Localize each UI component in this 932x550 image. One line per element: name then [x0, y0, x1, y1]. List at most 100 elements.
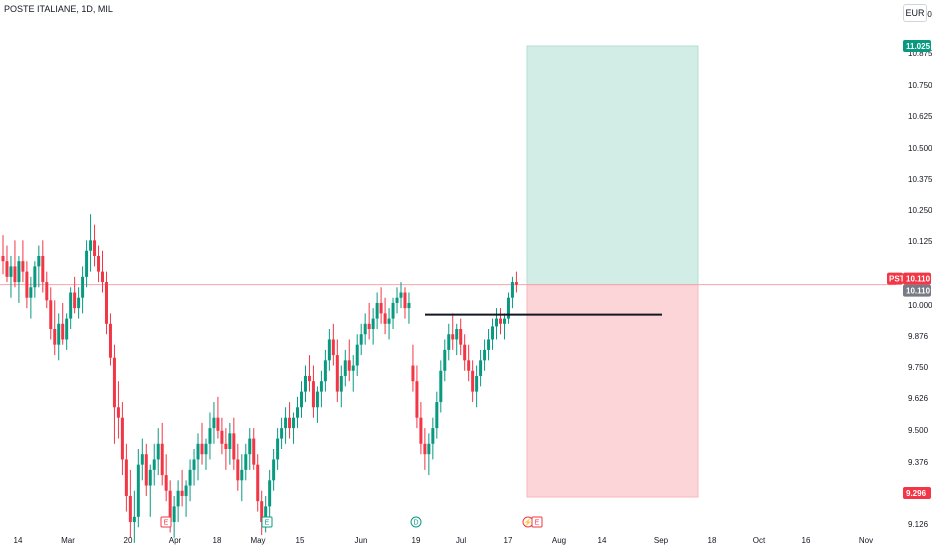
y-tick-label: 9.876 [908, 332, 929, 341]
candle-body [471, 370, 475, 392]
candle-body [116, 407, 120, 418]
candle-body [403, 292, 407, 309]
candle-body [57, 323, 61, 345]
last-price-tag-bg [903, 284, 931, 297]
candle-body [77, 297, 81, 309]
candle-body [268, 480, 272, 507]
candle-body [168, 490, 172, 523]
candle-body [101, 271, 104, 283]
candle-body [65, 318, 69, 340]
event-label: E [265, 520, 270, 527]
candle-body [383, 313, 387, 324]
candle-body [152, 459, 156, 470]
symbol-value-tag-bg [903, 272, 931, 285]
symbol-tag-bg [887, 272, 903, 285]
candle-body [264, 506, 268, 523]
candle-body [491, 326, 495, 340]
candle-body [85, 250, 89, 277]
candle-body [339, 375, 343, 392]
candle-body [188, 469, 192, 486]
candle-body [506, 297, 510, 319]
candle-body [160, 443, 164, 476]
y-tick-label: 9.500 [908, 426, 929, 435]
candle-body [375, 302, 379, 319]
x-tick-label: 19 [412, 536, 421, 545]
x-tick-label: Sep [654, 536, 669, 545]
candle-body [475, 375, 479, 392]
candle-body [367, 323, 371, 330]
candle-body [136, 464, 140, 517]
candle-body [331, 339, 335, 356]
dividend-icon [410, 516, 422, 528]
candle-body [192, 459, 196, 470]
price-axis[interactable]: 11.00010.87510.75010.62510.50010.37510.2… [908, 10, 932, 529]
symbol-value-tag: 10.110 [903, 272, 931, 285]
long-position-tool[interactable] [526, 45, 699, 498]
currency-button[interactable]: EUR [903, 4, 927, 22]
x-tick-label: Jul [456, 536, 466, 545]
candle-body [81, 276, 85, 298]
candle-body [502, 318, 506, 324]
candle-body [212, 417, 216, 429]
candle-body [97, 255, 101, 272]
candle-body [423, 443, 427, 455]
candle-body [49, 300, 53, 330]
candle-body [176, 490, 180, 507]
x-tick-label: May [250, 536, 265, 545]
y-tick-label: 10.500 [908, 144, 932, 153]
candle-body [89, 240, 93, 251]
candle-body [323, 360, 327, 382]
candle-body [180, 490, 184, 496]
candle-body [335, 355, 339, 392]
last-price-tag-text: 10.110 [906, 287, 931, 296]
candlestick-series [1, 214, 518, 543]
candle-body [407, 302, 411, 309]
symbol-tag-text: PST [889, 275, 905, 284]
candle-body [240, 469, 244, 481]
candle-body [315, 391, 319, 408]
candle-body [487, 339, 491, 350]
candle-body [387, 318, 391, 324]
candle-body [156, 443, 160, 460]
chart-title: POSTE ITALIANE, 1D, MIL [4, 4, 113, 14]
candle-body [236, 459, 240, 481]
candle-body [443, 349, 447, 371]
candle-body [292, 417, 296, 429]
candle-body [248, 438, 252, 455]
event-marker-earnings: E [261, 516, 273, 528]
candle-body [343, 360, 347, 376]
y-tick-label: 10.375 [908, 175, 932, 184]
y-tick-label: 10.875 [908, 49, 932, 58]
candle-body [220, 430, 224, 444]
candle-body [467, 360, 471, 371]
symbol-value-tag-text: 10.110 [906, 275, 931, 284]
candle-body [256, 464, 260, 502]
last-price-tag: 10.110 [903, 284, 931, 297]
candle-body [13, 266, 17, 283]
stop-price-tag-text: 9.296 [906, 489, 927, 498]
event-marker-dividend: D [410, 516, 422, 528]
candle-body [371, 318, 375, 330]
candle-body [455, 329, 459, 340]
x-tick-label: 14 [598, 536, 607, 545]
candle-body [463, 344, 467, 361]
candle-body [451, 334, 455, 340]
event-markers: E E D ⚡ E [160, 516, 543, 528]
y-tick-label: 9.126 [908, 520, 929, 529]
candle-body [252, 438, 256, 465]
profit-zone [526, 45, 699, 286]
candle-body [29, 287, 33, 298]
symbol-price-tag: PST [887, 272, 905, 285]
x-tick-label: Jun [355, 536, 368, 545]
time-axis[interactable]: 14 Mar 20 Apr 18 May 15 Jun 19 Jul 17 Aug 14 Sep 18 Oct… [14, 536, 874, 545]
stop-price-tag: 9.296 [903, 487, 931, 499]
candle-body [53, 329, 57, 345]
loss-zone [526, 284, 699, 498]
candle-body [447, 334, 451, 350]
target-price-tag: 11.025 [903, 40, 931, 52]
x-tick-label: 14 [14, 536, 23, 545]
candle-body [280, 428, 284, 439]
candle-body [495, 318, 499, 327]
candle-body [228, 433, 232, 450]
